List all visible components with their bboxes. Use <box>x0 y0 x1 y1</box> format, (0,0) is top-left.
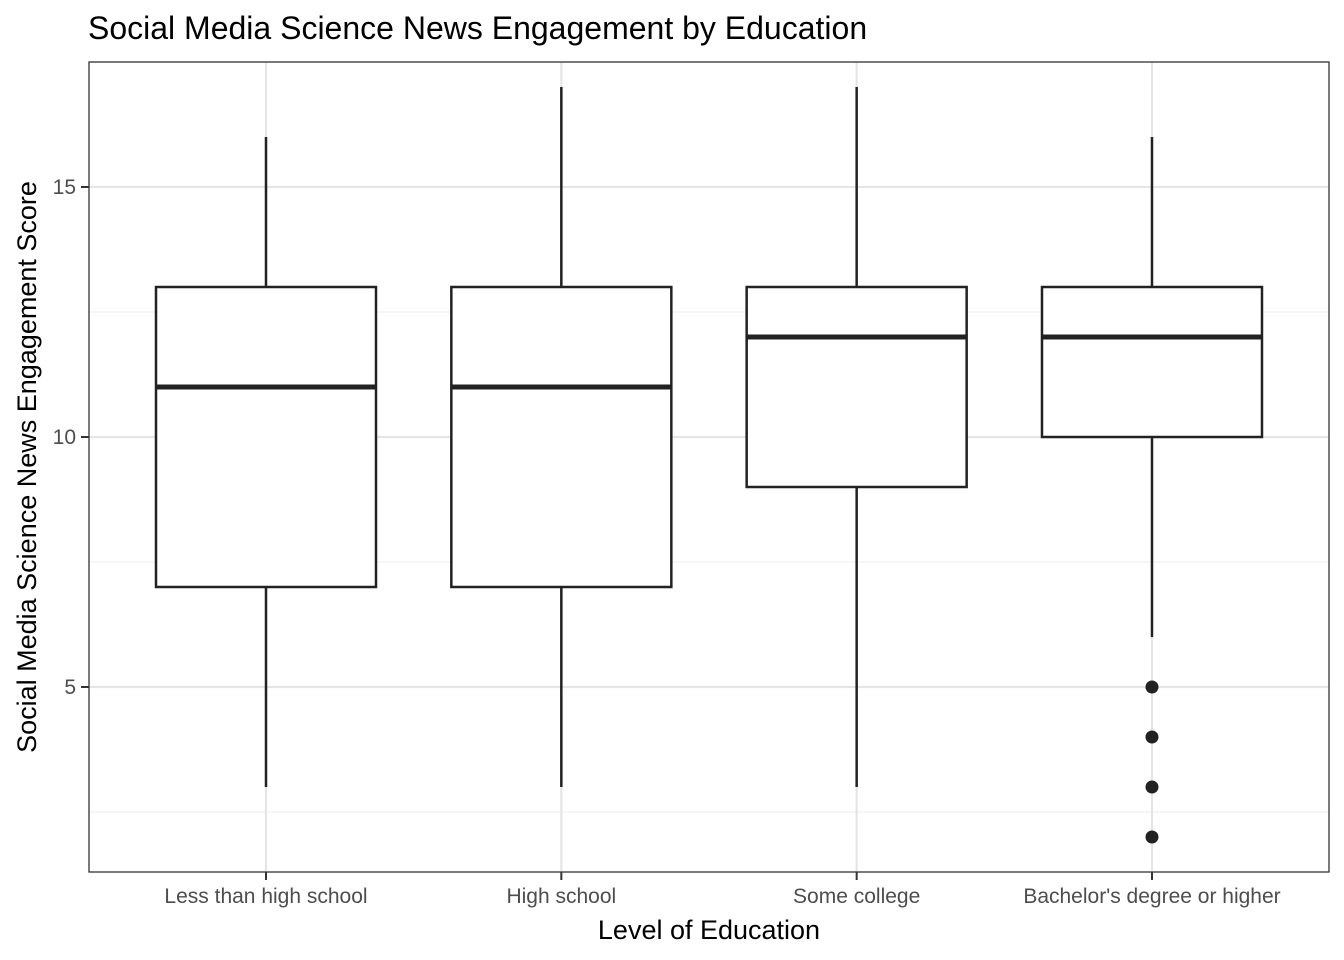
outlier-point <box>1145 730 1159 744</box>
y-axis: 5 10 15 <box>53 176 89 699</box>
box-iqr <box>745 285 968 489</box>
box-iqr <box>450 285 673 589</box>
box-2 <box>450 87 673 787</box>
y-tick-label: 10 <box>53 426 76 449</box>
box-iqr <box>1040 285 1264 439</box>
x-tick-label: Some college <box>793 885 920 908</box>
y-axis-title: Social Media Science News Engagement Sco… <box>12 181 42 753</box>
box-3 <box>745 87 968 787</box>
y-tick-label: 5 <box>64 676 76 699</box>
outlier-point <box>1145 680 1159 694</box>
x-tick-label: Bachelor's degree or higher <box>1023 885 1280 908</box>
x-axis: Less than high school High school Some col… <box>164 872 1281 908</box>
y-tick-label: 15 <box>53 176 76 199</box>
box-4 <box>1040 137 1264 844</box>
outlier-point <box>1145 780 1159 794</box>
chart-title: Social Media Science News Engagement by … <box>88 10 867 46</box>
x-tick-label: Less than high school <box>164 885 367 908</box>
outlier-point <box>1145 830 1159 844</box>
panel-border <box>88 61 1330 873</box>
x-tick-label: High school <box>506 885 616 908</box>
boxes <box>154 87 1264 844</box>
box-iqr <box>154 285 378 589</box>
box-1 <box>154 137 378 787</box>
x-axis-title: Level of Education <box>598 915 820 945</box>
